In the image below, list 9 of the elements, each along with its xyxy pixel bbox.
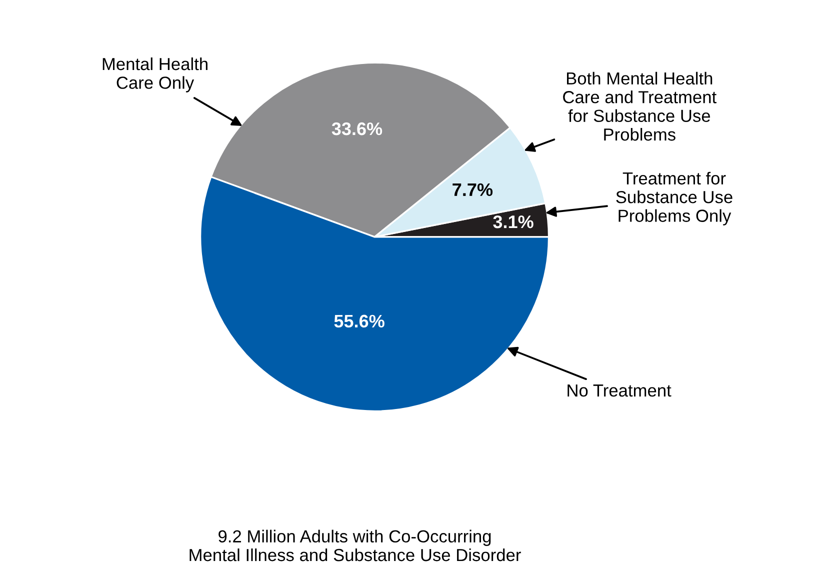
data-label: 3.1% — [493, 215, 534, 228]
data-label: 55.6% — [334, 314, 384, 328]
slice-label: Both Mental Health Care and Treatment for Substance Use Problems — [563, 72, 716, 141]
slice-label: No Treatment — [568, 384, 672, 397]
slice-label: Treatment for Substance Use Problems Only — [616, 172, 732, 226]
data-label: 33.6% — [332, 122, 382, 136]
text: 9.2 Million Adults with Co-Occurring Mental Illness and Substance Use Disorder — [190, 530, 521, 562]
data-label: 7.7% — [452, 183, 493, 196]
slice-label: Mental Health Care Only — [102, 57, 208, 92]
